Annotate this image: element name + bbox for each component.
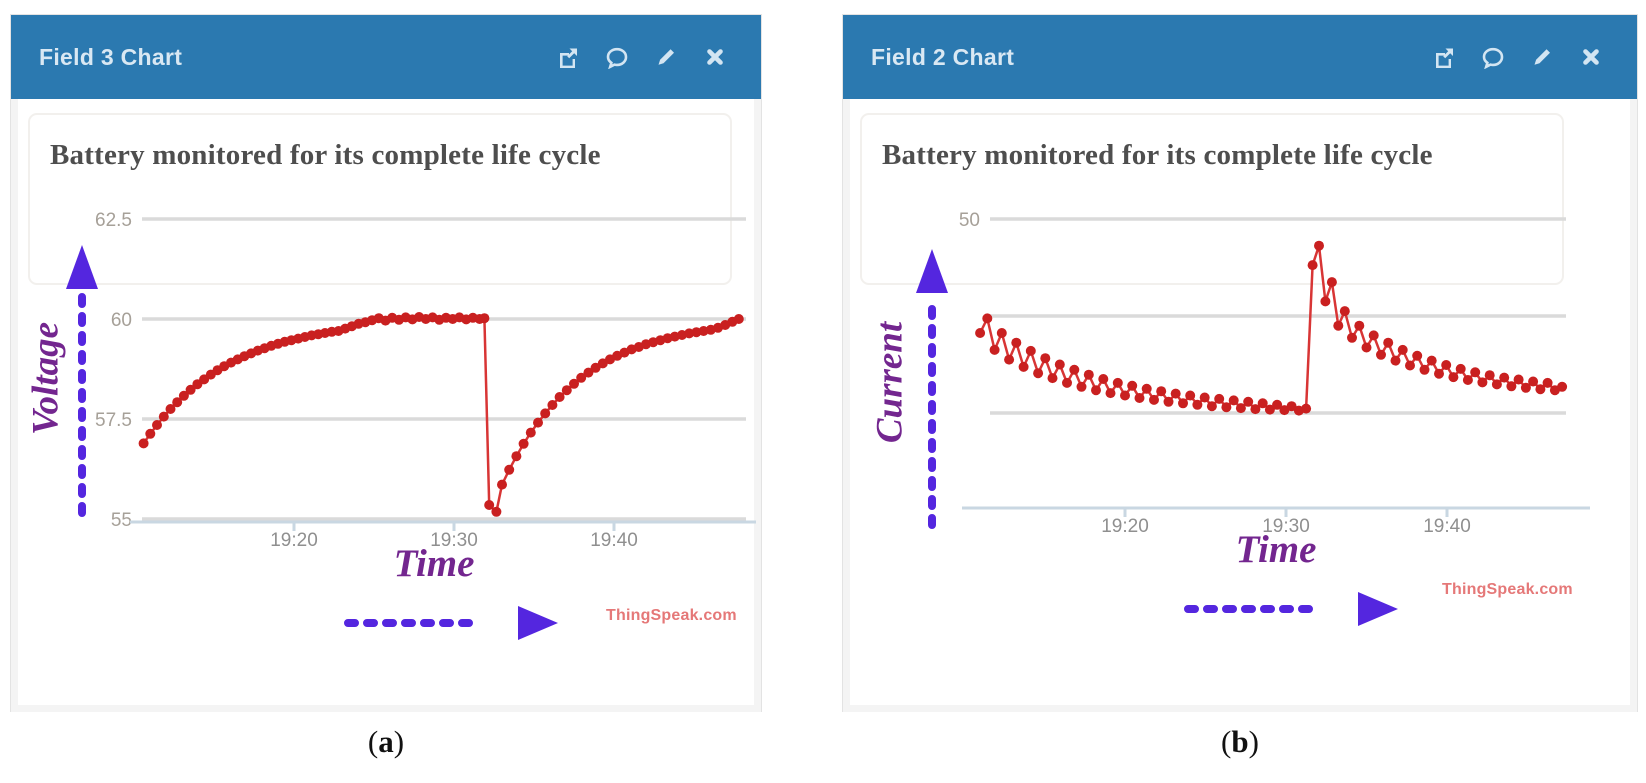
comment-icon[interactable] xyxy=(1481,45,1505,69)
svg-text:50: 50 xyxy=(959,210,980,231)
chart-title: Battery monitored for its complete life … xyxy=(50,139,601,171)
svg-text:62.5: 62.5 xyxy=(95,210,132,231)
window-title: Field 3 Chart xyxy=(39,43,183,70)
close-icon[interactable] xyxy=(1579,45,1603,69)
x-axis-label-time: Time xyxy=(1235,528,1317,571)
svg-text:19:40: 19:40 xyxy=(1423,516,1471,537)
title-backdrop xyxy=(860,113,1564,285)
external-link-icon[interactable] xyxy=(556,45,580,69)
voltage-chart: 62.5 60 57.5 55 19:20 19:30 19:40 xyxy=(66,210,756,640)
thingspeak-watermark-link[interactable]: ThingSpeak.com xyxy=(606,607,737,624)
y-axis-label-current: Current xyxy=(869,321,911,444)
x-axis-label-time: Time xyxy=(393,542,475,585)
external-link-icon[interactable] xyxy=(1432,45,1456,69)
current-chart: 50 19:20 19:30 19:40 xyxy=(916,210,1590,626)
thingspeak-watermark-link[interactable]: ThingSpeak.com xyxy=(1442,581,1573,598)
chart-title: Battery monitored for its complete life … xyxy=(882,139,1433,171)
edit-pencil-icon[interactable] xyxy=(1530,45,1554,69)
svg-text:19:20: 19:20 xyxy=(1101,516,1149,537)
title-backdrop xyxy=(28,113,732,285)
close-icon[interactable] xyxy=(703,45,727,69)
chart-panel-b: Field 2 Chart 50 19:20 19:30 19:40 Battery … xyxy=(842,14,1638,712)
svg-text:19:20: 19:20 xyxy=(270,530,318,551)
subfigure-caption-b: (b) xyxy=(1221,724,1259,759)
svg-text:19:30: 19:30 xyxy=(430,530,478,551)
svg-text:57.5: 57.5 xyxy=(95,410,132,431)
svg-text:19:40: 19:40 xyxy=(590,530,638,551)
comment-icon[interactable] xyxy=(605,45,629,69)
subfigure-caption-a: (a) xyxy=(367,724,405,759)
chart-body: 50 19:20 19:30 19:40 Battery monitored for … xyxy=(843,99,1637,712)
chart-panel-a: Field 3 Chart 62.5 60 57.5 55 19:20 19:30 19:4… xyxy=(10,14,762,712)
window-title: Field 2 Chart xyxy=(871,43,1015,70)
svg-text:19:30: 19:30 xyxy=(1262,516,1310,537)
svg-text:60: 60 xyxy=(111,310,132,331)
svg-text:55: 55 xyxy=(111,510,132,531)
titlebar-toolbar xyxy=(556,45,727,69)
window-titlebar: Field 2 Chart xyxy=(843,15,1637,99)
edit-pencil-icon[interactable] xyxy=(654,45,678,69)
chart-body: 62.5 60 57.5 55 19:20 19:30 19:40 Battery moni… xyxy=(11,99,761,712)
titlebar-toolbar xyxy=(1432,45,1603,69)
window-titlebar: Field 3 Chart xyxy=(11,15,761,99)
y-axis-label-voltage: Voltage xyxy=(25,321,67,436)
